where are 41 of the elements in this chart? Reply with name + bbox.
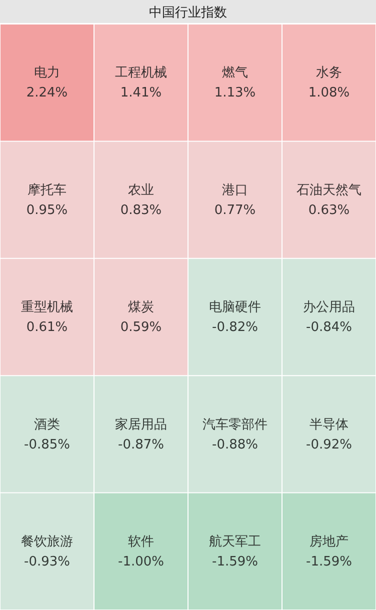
category-label: 农业 bbox=[128, 182, 154, 198]
data-label: -0.87% bbox=[118, 437, 164, 452]
data-label: -0.88% bbox=[212, 437, 258, 452]
data-label: 1.08% bbox=[308, 86, 350, 101]
category-label: 工程机械 bbox=[115, 66, 167, 81]
data-label: 1.41% bbox=[120, 86, 162, 101]
data-label: 0.63% bbox=[308, 202, 350, 218]
data-label: -0.84% bbox=[306, 320, 352, 336]
data-label: 0.83% bbox=[120, 202, 162, 218]
data-label: -0.93% bbox=[24, 554, 70, 570]
category-label: 房地产 bbox=[310, 534, 348, 550]
category-label: 电脑硬件 bbox=[209, 300, 261, 316]
category-label: 半导体 bbox=[310, 417, 348, 432]
data-label: 0.59% bbox=[120, 320, 162, 336]
data-label: 1.13% bbox=[214, 86, 256, 101]
data-label: -1.59% bbox=[306, 554, 352, 570]
category-label: 航天军工 bbox=[209, 534, 261, 550]
category-label: 重型机械 bbox=[21, 300, 73, 316]
category-label: 港口 bbox=[222, 182, 248, 198]
category-label: 办公用品 bbox=[303, 300, 355, 316]
data-label: -1.00% bbox=[118, 554, 164, 570]
data-label: 2.24% bbox=[26, 86, 68, 101]
category-label: 软件 bbox=[128, 534, 154, 550]
data-label: 0.77% bbox=[214, 202, 256, 218]
category-label: 燃气 bbox=[222, 66, 248, 81]
category-label: 石油天然气 bbox=[296, 182, 362, 198]
category-label: 电力 bbox=[34, 66, 60, 81]
category-label: 家居用品 bbox=[115, 416, 167, 432]
category-label: 酒类 bbox=[34, 417, 60, 432]
data-label: 0.61% bbox=[26, 320, 68, 336]
category-label: 餐饮旅游 bbox=[21, 534, 73, 550]
data-label: -0.92% bbox=[306, 437, 352, 452]
data-label: -1.59% bbox=[212, 554, 258, 570]
category-label: 水务 bbox=[316, 66, 342, 81]
data-label: 0.95% bbox=[26, 202, 68, 218]
text: 中国行业指数 bbox=[149, 6, 227, 21]
category-label: 摩托车 bbox=[28, 182, 66, 198]
category-label: 汽车零部件 bbox=[202, 417, 268, 432]
data-label: -0.82% bbox=[212, 320, 258, 336]
data-label: -0.85% bbox=[24, 437, 70, 452]
category-label: 煤炭 bbox=[128, 300, 154, 316]
